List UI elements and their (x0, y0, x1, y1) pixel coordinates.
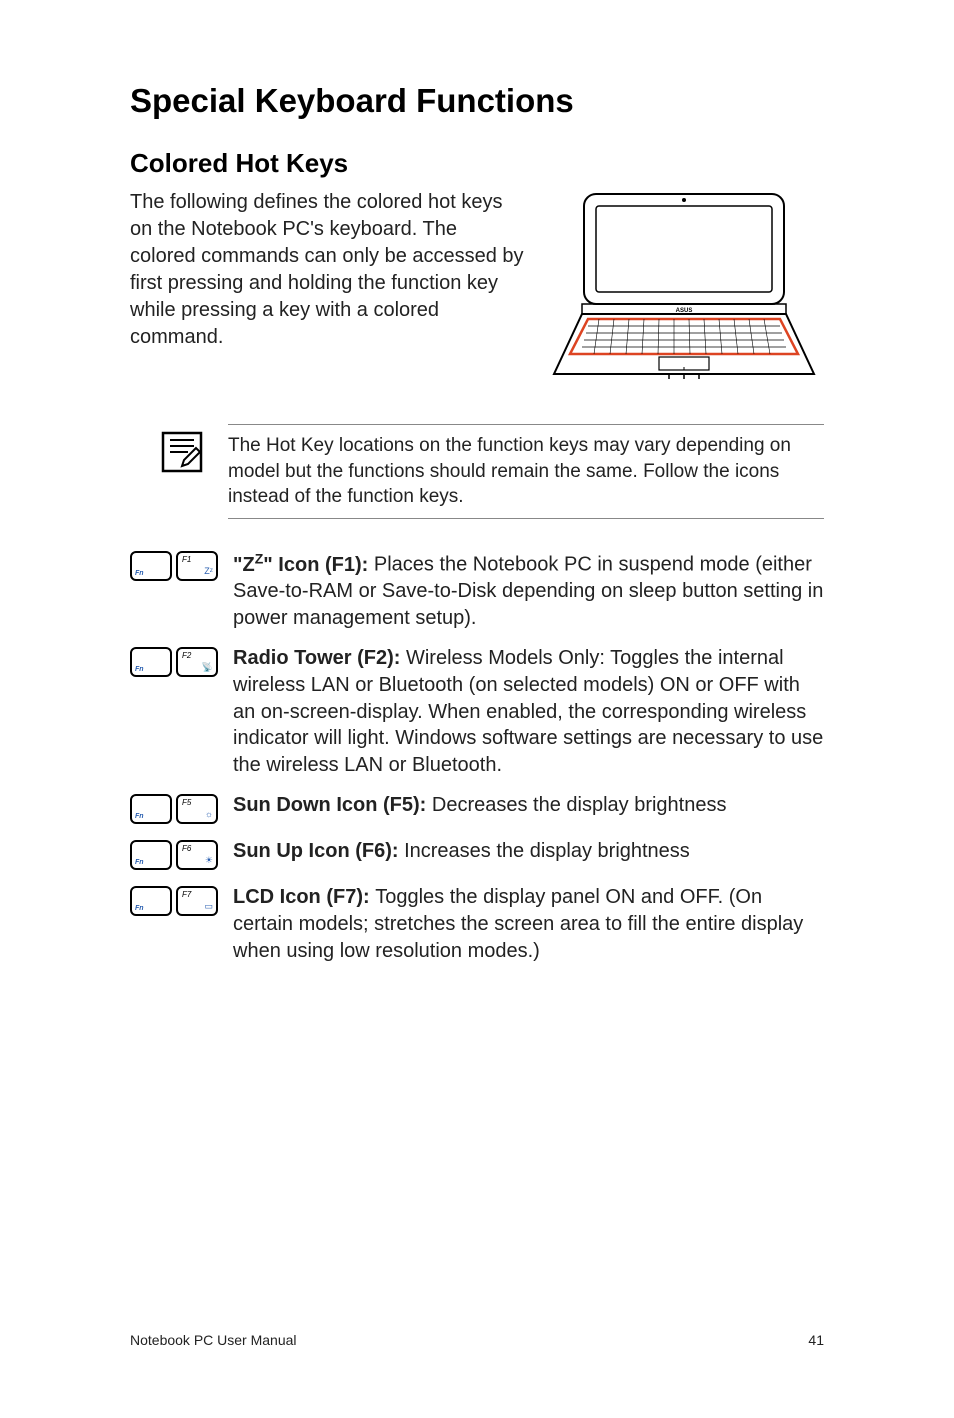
lcd-icon: ▭ (204, 902, 213, 911)
key-combo-f2: Fn F2📡 (130, 645, 225, 677)
sun-up-icon: ☀ (205, 856, 213, 865)
note-text: The Hot Key locations on the function ke… (228, 424, 824, 519)
intro-text: The following defines the colored hot ke… (130, 189, 524, 351)
hotkey-f7-text: LCD Icon (F7): Toggles the display panel… (233, 884, 824, 964)
zz-icon: Zᶻ (204, 567, 213, 576)
hotkey-f5-text: Sun Down Icon (F5): Decreases the displa… (233, 792, 824, 819)
section-title: Colored Hot Keys (130, 148, 824, 179)
key-combo-f1: Fn F1Zᶻ (130, 549, 225, 581)
radio-tower-icon: 📡 (202, 663, 213, 672)
hotkey-f6-text: Sun Up Icon (F6): Increases the display … (233, 838, 824, 865)
key-combo-f5: Fn F5☼ (130, 792, 225, 824)
hotkey-f2-text: Radio Tower (F2): Wireless Models Only: … (233, 645, 824, 778)
hotkey-f1-text: "ZZ" Icon (F1): Places the Notebook PC i… (233, 549, 824, 631)
laptop-illustration: ASUS (544, 189, 824, 384)
page-number: 41 (808, 1332, 824, 1348)
key-combo-f7: Fn F7▭ (130, 884, 225, 916)
page-title: Special Keyboard Functions (130, 82, 824, 120)
footer-manual-title: Notebook PC User Manual (130, 1332, 297, 1348)
note-icon (160, 424, 204, 479)
key-combo-f6: Fn F6☀ (130, 838, 225, 870)
sun-down-icon: ☼ (205, 810, 213, 819)
